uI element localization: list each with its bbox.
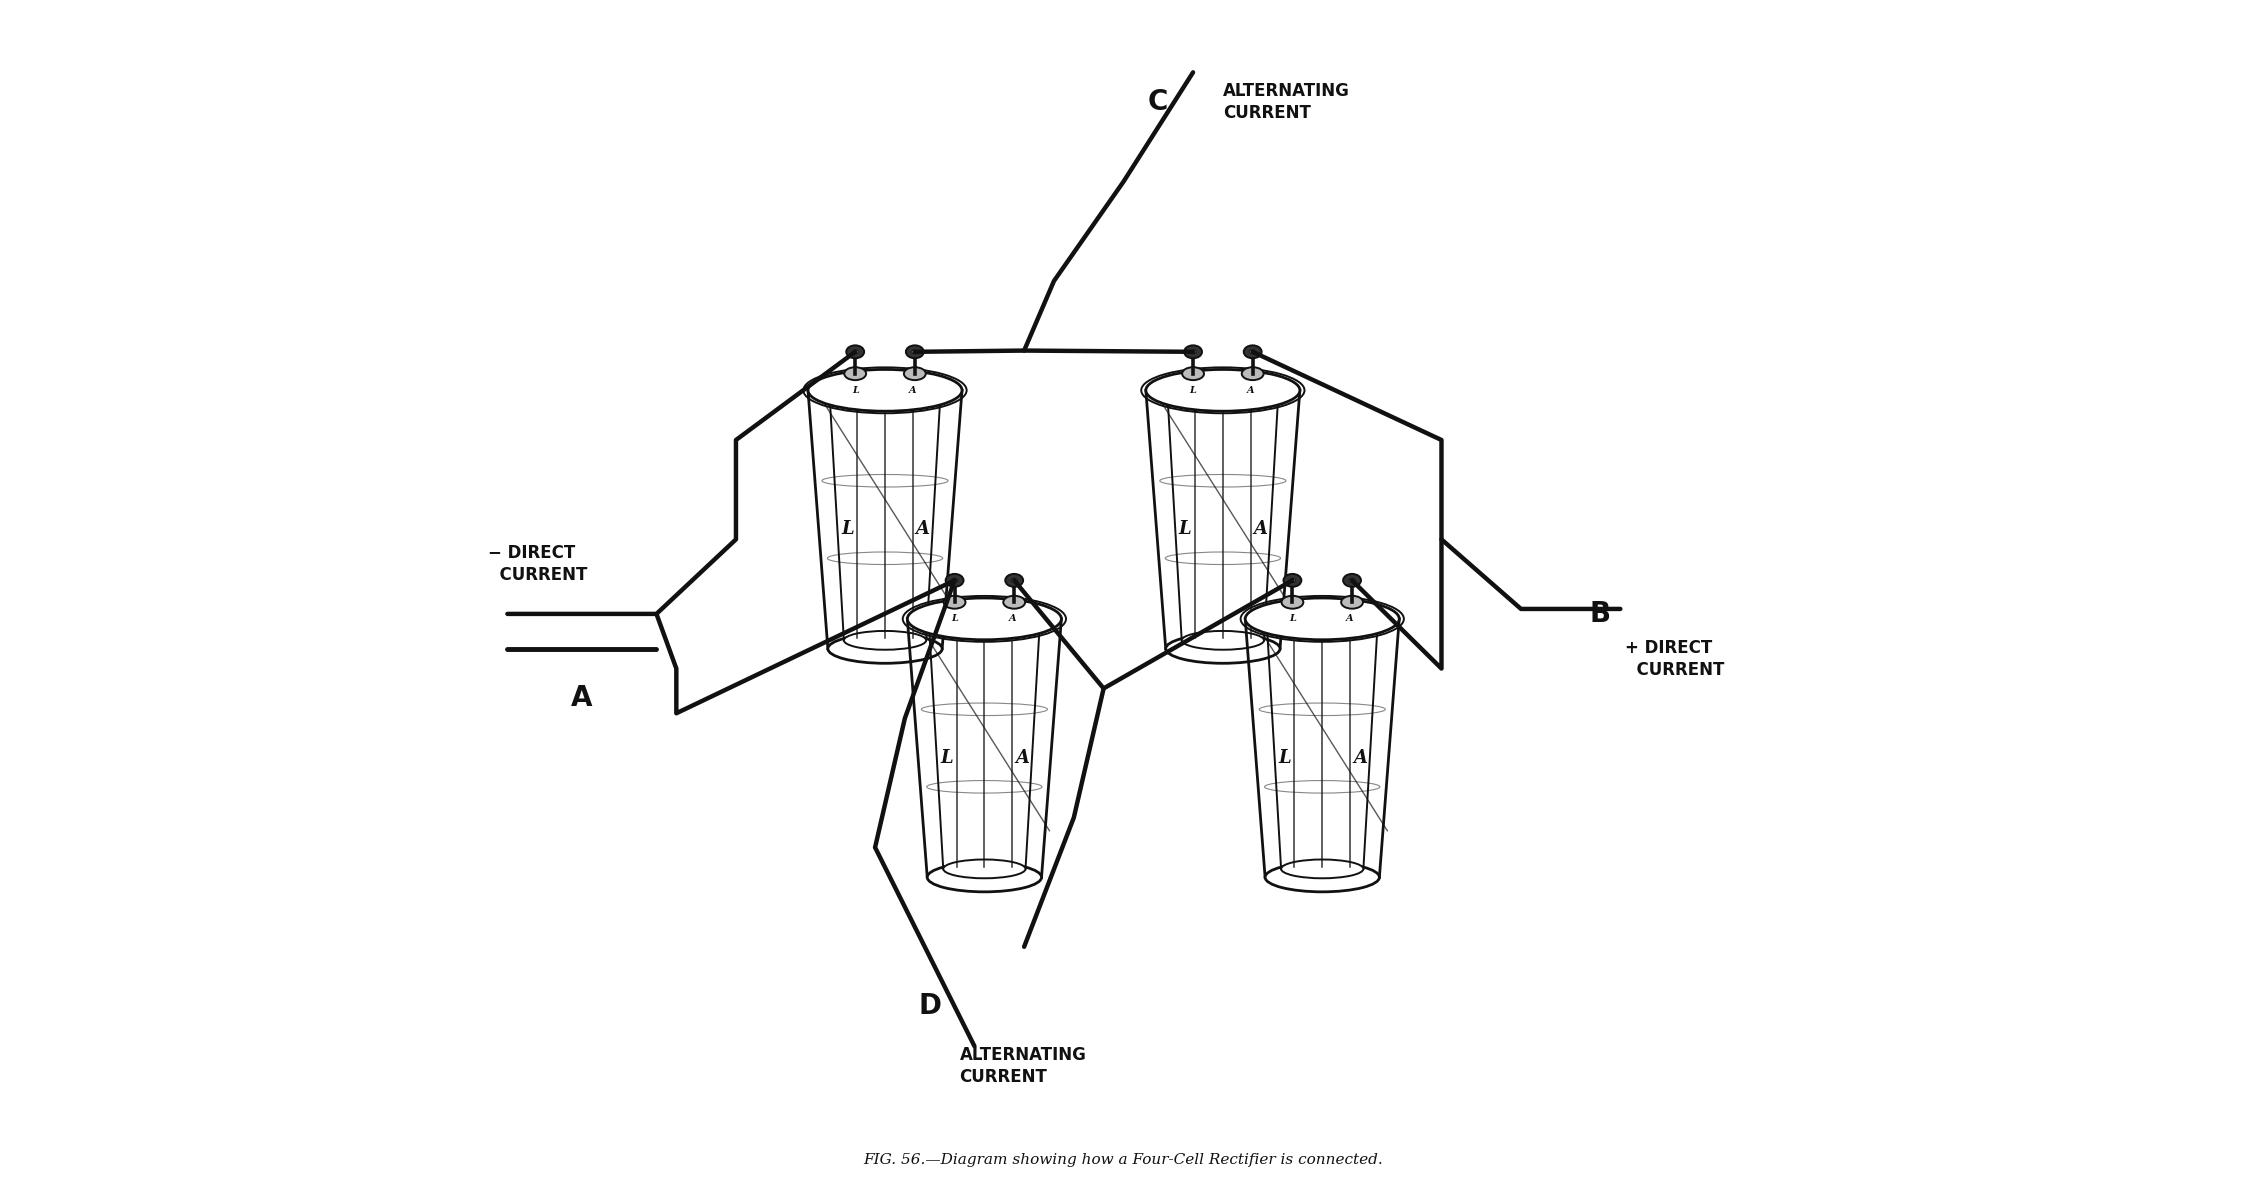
- Ellipse shape: [1011, 579, 1018, 582]
- Text: A: A: [1009, 615, 1016, 623]
- Ellipse shape: [845, 631, 926, 649]
- Text: B: B: [1591, 600, 1611, 628]
- Text: A: A: [917, 520, 930, 538]
- Ellipse shape: [1265, 863, 1380, 891]
- Ellipse shape: [1344, 574, 1362, 587]
- Ellipse shape: [809, 369, 962, 411]
- Text: ALTERNATING
CURRENT: ALTERNATING CURRENT: [1222, 81, 1350, 122]
- Text: L: L: [1180, 520, 1191, 538]
- Ellipse shape: [847, 345, 865, 358]
- Text: A: A: [1254, 520, 1267, 538]
- Ellipse shape: [1166, 634, 1281, 664]
- Text: + DIRECT
  CURRENT: + DIRECT CURRENT: [1625, 639, 1726, 679]
- Text: − DIRECT
  CURRENT: − DIRECT CURRENT: [488, 544, 586, 585]
- Text: A: A: [1247, 386, 1254, 395]
- Text: L: L: [1189, 386, 1195, 395]
- Ellipse shape: [1245, 598, 1400, 640]
- Ellipse shape: [1146, 369, 1299, 411]
- Ellipse shape: [1182, 368, 1204, 380]
- Text: L: L: [840, 520, 854, 538]
- Ellipse shape: [1245, 345, 1261, 358]
- Text: L: L: [1279, 749, 1290, 767]
- Ellipse shape: [928, 863, 1043, 891]
- Text: L: L: [852, 386, 858, 395]
- Text: A: A: [571, 684, 593, 713]
- Ellipse shape: [1290, 579, 1297, 582]
- Ellipse shape: [1182, 631, 1265, 649]
- Text: FIG. 56.—Diagram showing how a Four-Cell Rectifier is connected.: FIG. 56.—Diagram showing how a Four-Cell…: [863, 1154, 1384, 1167]
- Ellipse shape: [1243, 368, 1263, 380]
- Ellipse shape: [1249, 350, 1256, 353]
- Text: A: A: [1353, 749, 1366, 767]
- Ellipse shape: [827, 634, 941, 664]
- Text: A: A: [1346, 615, 1355, 623]
- Ellipse shape: [1191, 350, 1195, 353]
- Ellipse shape: [1184, 345, 1202, 358]
- Ellipse shape: [1004, 574, 1022, 587]
- Text: C: C: [1148, 89, 1168, 116]
- Ellipse shape: [1283, 574, 1301, 587]
- Ellipse shape: [950, 579, 957, 582]
- Ellipse shape: [852, 350, 858, 353]
- Ellipse shape: [1281, 595, 1303, 609]
- Ellipse shape: [944, 859, 1025, 878]
- Ellipse shape: [845, 368, 865, 380]
- Text: L: L: [950, 615, 957, 623]
- Text: ALTERNATING
CURRENT: ALTERNATING CURRENT: [959, 1046, 1085, 1087]
- Text: A: A: [1016, 749, 1029, 767]
- Ellipse shape: [944, 595, 966, 609]
- Text: A: A: [910, 386, 917, 395]
- Text: L: L: [1290, 615, 1297, 623]
- Ellipse shape: [906, 345, 924, 358]
- Ellipse shape: [1348, 579, 1355, 582]
- Ellipse shape: [1281, 859, 1364, 878]
- Ellipse shape: [908, 598, 1061, 640]
- Ellipse shape: [912, 350, 917, 353]
- Ellipse shape: [946, 574, 964, 587]
- Ellipse shape: [1002, 595, 1025, 609]
- Ellipse shape: [903, 368, 926, 380]
- Text: L: L: [939, 749, 953, 767]
- Text: D: D: [919, 992, 941, 1021]
- Ellipse shape: [1341, 595, 1364, 609]
